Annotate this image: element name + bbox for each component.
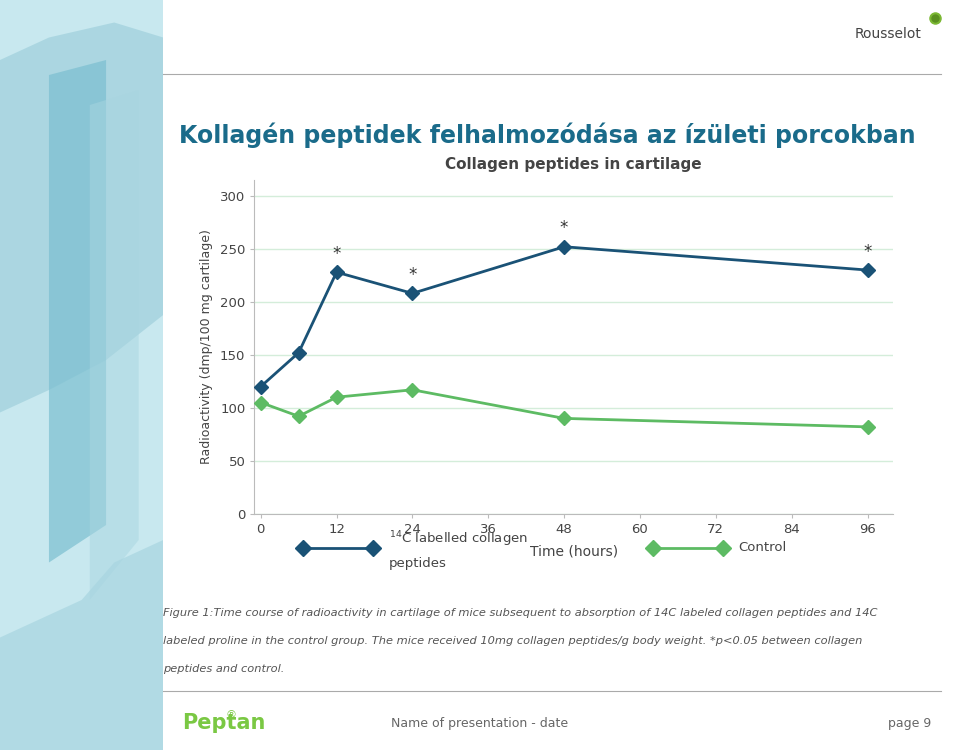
Text: Control: Control [738,542,787,554]
Text: peptides: peptides [389,556,446,570]
Text: $^{14}$C labelled collagen: $^{14}$C labelled collagen [389,530,528,549]
Polygon shape [90,90,138,600]
Polygon shape [0,22,163,412]
Text: labeled proline in the control group. The mice received 10mg collagen peptides/g: labeled proline in the control group. Th… [163,636,863,646]
Text: *: * [863,242,872,260]
Title: Collagen peptides in cartilage: Collagen peptides in cartilage [445,157,702,172]
Text: Name of presentation - date: Name of presentation - date [392,716,568,730]
Text: *: * [560,219,568,237]
Text: *: * [332,244,341,262]
Polygon shape [49,60,107,562]
Y-axis label: Radioactivity (dmp/100 mg cartilage): Radioactivity (dmp/100 mg cartilage) [200,230,213,464]
Text: peptides and control.: peptides and control. [163,664,284,674]
Text: Peptan: Peptan [182,713,266,733]
Polygon shape [0,540,163,750]
Text: Rousselot: Rousselot [854,27,922,41]
Text: ®: ® [226,710,236,720]
Text: Figure 1:Time course of radioactivity in cartilage of mice subsequent to absorpt: Figure 1:Time course of radioactivity in… [163,608,877,617]
Text: *: * [408,266,417,284]
X-axis label: Time (hours): Time (hours) [530,544,617,558]
Text: Kollagén peptidek felhalmozódása az ízületi porcokban: Kollagén peptidek felhalmozódása az ízül… [179,122,916,148]
Text: page 9: page 9 [888,716,931,730]
